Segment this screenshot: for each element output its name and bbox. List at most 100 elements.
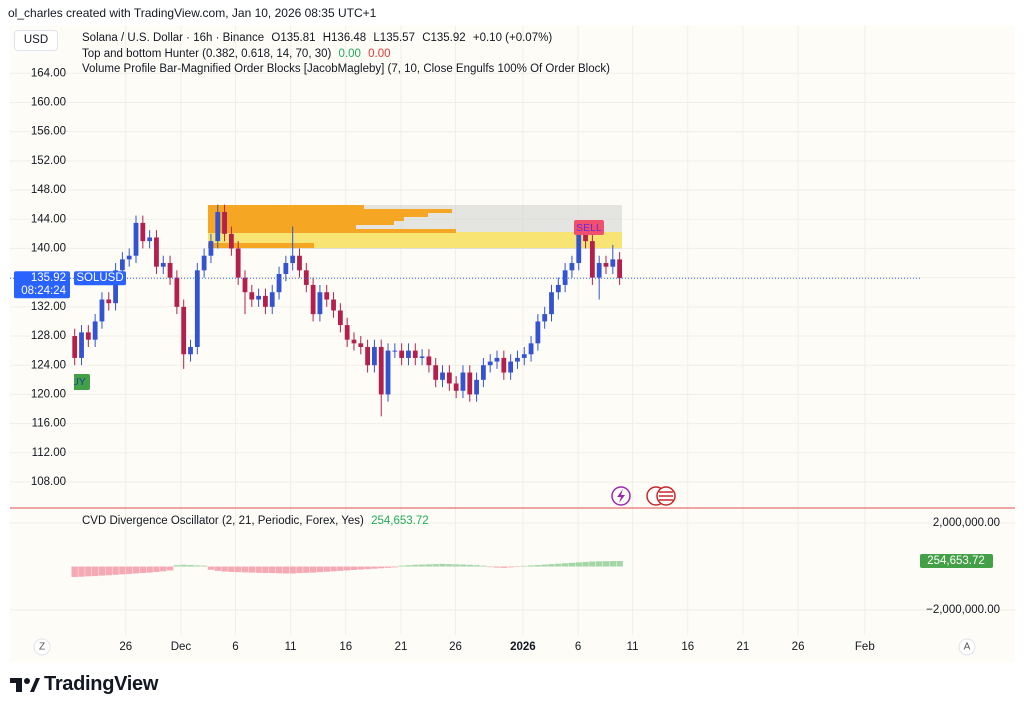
oscillator-bar (78, 566, 85, 577)
ohlc-open: O135.81 (271, 32, 316, 44)
credit: ol_charles created with TradingView.com,… (8, 6, 377, 20)
oscillator-bar (561, 563, 569, 567)
candle-body (460, 372, 466, 391)
candle-body (256, 295, 262, 300)
oscillator-bar (330, 566, 337, 572)
flag-stripes (659, 491, 673, 501)
y-tick-label: −2,000,000.00 (926, 604, 1000, 616)
oscillator-bar (98, 566, 106, 576)
volume-bar (208, 205, 364, 209)
oscillator-bar (568, 562, 576, 567)
oscillator-bar (548, 564, 555, 567)
candle-body (126, 255, 132, 260)
oscillator-bar (534, 565, 542, 567)
symbol-legend: Solana / U.S. Dollar · 16h · Binance O13… (82, 32, 556, 44)
candle-body (453, 383, 459, 391)
candle-body (79, 332, 84, 358)
price-labels: 108.00 112.00 116.00 120.00 124.00 128.00 132.… (14, 67, 1000, 653)
candle-body (589, 241, 595, 278)
oscillator-bar (371, 566, 378, 569)
candle-body (535, 321, 541, 344)
oscillator-bar (234, 566, 242, 573)
x-tick-label: 21 (737, 641, 750, 653)
x-tick-label: 2026 (510, 641, 536, 653)
candle-body (569, 263, 575, 271)
y-tick-label: 128.00 (31, 330, 66, 342)
x-tick-label: 11 (285, 641, 297, 653)
oscillator-bar (71, 566, 78, 577)
ohlc-close: C135.92 (422, 32, 466, 44)
candle-body (446, 372, 452, 384)
oscillator-bar (425, 564, 433, 567)
y-tick-label: 108.00 (31, 476, 66, 488)
candle-body (310, 284, 316, 315)
oscillator-bar (575, 562, 582, 567)
candle-body (480, 365, 486, 380)
x-tick-label: 6 (575, 641, 581, 653)
candle-body (555, 284, 561, 293)
candle-body (167, 263, 173, 278)
x-tick-label: 26 (449, 641, 462, 653)
candle-body (263, 295, 268, 307)
oscillator-bar (200, 565, 208, 567)
candle-body (160, 263, 166, 267)
y-tick-label: 112.00 (32, 447, 66, 459)
oscillator-bar (166, 566, 174, 571)
candle-body (208, 241, 214, 256)
oscillator-bar (85, 566, 92, 577)
candle-body (576, 233, 582, 264)
oscillator-bar (187, 565, 194, 567)
candle-body (174, 277, 180, 307)
buy-signal-box (74, 374, 90, 390)
candle-body (501, 357, 507, 373)
candle-body (412, 350, 418, 358)
candle-body (85, 332, 91, 340)
timezone-button-label[interactable]: Z (39, 642, 45, 653)
volume-bar (208, 221, 394, 225)
auto-scale-button[interactable] (958, 638, 976, 656)
y-tick-label: 116.00 (32, 418, 66, 430)
oscillator-bar (105, 566, 112, 576)
oscillator-bar (275, 566, 283, 574)
candle-body (610, 259, 616, 267)
oscillator-bar (378, 566, 385, 569)
sell-signal-label: SELL (576, 222, 602, 234)
candle-body (201, 255, 207, 271)
ohlc-change: +0.10 (+0.07%) (472, 32, 553, 44)
oscillator-bar (323, 566, 330, 572)
x-tick-label: 6 (232, 641, 238, 653)
oscillator-bar (357, 566, 364, 570)
x-tick-label: 16 (339, 641, 352, 653)
oscillator-bar (480, 565, 487, 567)
timezone-button[interactable] (33, 638, 51, 656)
ticker-label: SOLUSD (76, 272, 123, 284)
sell-signal (574, 220, 604, 235)
candle-body (528, 343, 534, 355)
candle-body (392, 350, 398, 352)
candle-body (194, 270, 200, 347)
candle-body (603, 263, 609, 267)
oscillator-bar (112, 566, 119, 575)
oscillator-bar (589, 561, 596, 567)
auto-scale-button-label[interactable]: A (964, 642, 971, 653)
oscillator-bar (527, 565, 535, 567)
oscillator-bar (459, 564, 467, 567)
volume-bar (208, 217, 404, 221)
oscillator-legend: CVD Divergence Oscillator (2, 21, Period… (82, 515, 433, 527)
volume-bar (208, 229, 456, 233)
candle-body (583, 233, 588, 242)
oscillator-bar (289, 566, 296, 574)
indicator-legend: Volume Profile Bar-Magnified Order Block… (82, 63, 614, 75)
candle-body (99, 299, 105, 322)
y-tick-label: 124.00 (31, 359, 66, 371)
last-price-label: 135.92 (31, 272, 66, 284)
y-tick-label: 156.00 (31, 126, 66, 138)
oscillator-bar (364, 566, 371, 570)
oscillator-bar (602, 561, 610, 567)
currency-button[interactable]: USD (14, 30, 58, 51)
candle-body (440, 372, 445, 380)
oscillator-bar (139, 566, 147, 574)
y-tick-label: 160.00 (31, 96, 66, 108)
candle-body (290, 255, 296, 264)
indicator-value: 0.00 (338, 48, 361, 60)
